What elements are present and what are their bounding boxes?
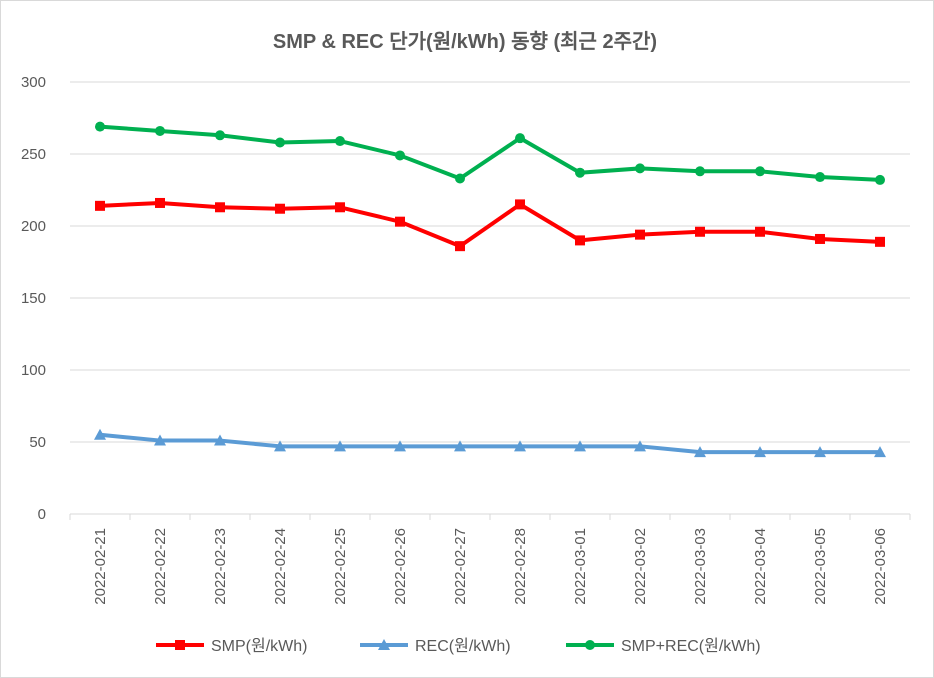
data-point <box>634 440 646 452</box>
data-point <box>754 446 766 458</box>
legend-item: SMP(원/kWh) <box>156 637 308 655</box>
y-tick-label: 150 <box>21 290 46 307</box>
data-point <box>575 235 585 246</box>
data-point <box>155 125 165 136</box>
y-tick-label: 100 <box>21 362 46 379</box>
x-tick-label: 2022-03-01 <box>572 528 589 605</box>
data-point <box>875 174 885 185</box>
legend-marker <box>585 640 595 650</box>
x-tick-label: 2022-02-27 <box>452 528 469 605</box>
legend-item: REC(원/kWh) <box>360 637 511 655</box>
data-point <box>514 440 526 452</box>
x-tick-label: 2022-02-24 <box>272 528 289 605</box>
data-point <box>95 121 105 132</box>
y-tick-label: 200 <box>21 218 46 235</box>
data-point <box>395 150 405 161</box>
data-point <box>815 172 825 183</box>
data-point <box>215 202 225 213</box>
x-tick-label: 2022-03-02 <box>632 528 649 605</box>
x-tick-label: 2022-03-04 <box>752 528 769 605</box>
data-point <box>695 226 705 237</box>
data-point <box>454 440 466 452</box>
x-tick-label: 2022-02-28 <box>512 528 529 605</box>
x-tick-label: 2022-02-25 <box>332 528 349 605</box>
data-point <box>694 446 706 458</box>
data-point <box>874 446 886 458</box>
series-2 <box>95 121 885 185</box>
series-line <box>98 124 882 182</box>
series-line <box>98 200 882 249</box>
data-point <box>455 241 465 252</box>
data-point <box>395 216 405 227</box>
data-point <box>814 446 826 458</box>
y-axis: 0 50 100 150 200 250 300 <box>21 74 46 523</box>
data-point <box>95 200 105 211</box>
y-tick-label: 250 <box>21 146 46 163</box>
data-point <box>455 173 465 184</box>
data-point <box>755 166 765 177</box>
y-tick-label: 50 <box>29 434 46 451</box>
x-tick-label: 2022-02-21 <box>92 528 109 605</box>
data-point <box>275 137 285 148</box>
series-1 <box>94 428 886 458</box>
data-point <box>755 226 765 237</box>
x-tick-label: 2022-02-26 <box>392 528 409 605</box>
data-point <box>635 163 645 174</box>
data-point <box>635 229 645 240</box>
data-point <box>154 434 166 446</box>
data-point <box>335 202 345 213</box>
data-point <box>575 167 585 178</box>
y-tick-label: 0 <box>38 506 46 523</box>
chart-title: SMP & REC 단가(원/kWh) 동향 (최근 2주간) <box>273 30 657 53</box>
data-point <box>335 136 345 147</box>
series-0 <box>95 197 885 252</box>
y-tick-label: 300 <box>21 74 46 91</box>
data-point <box>334 440 346 452</box>
data-point <box>815 233 825 244</box>
x-axis: 2022-02-21 2022-02-22 2022-02-23 2022-02-24… <box>69 513 911 605</box>
x-tick-label: 2022-03-03 <box>692 528 709 605</box>
gridlines <box>70 81 910 515</box>
legend-label: SMP(원/kWh) <box>211 637 308 655</box>
data-point <box>574 440 586 452</box>
data-point <box>875 236 885 247</box>
data-point <box>214 434 226 446</box>
legend: SMP(원/kWh) REC(원/kWh) SMP+REC(원/kWh) <box>156 637 761 655</box>
x-tick-label: 2022-02-22 <box>152 528 169 605</box>
x-tick-label: 2022-02-23 <box>212 528 229 605</box>
x-tick-label: 2022-03-05 <box>812 528 829 605</box>
series-line <box>98 432 882 455</box>
data-point <box>275 203 285 214</box>
data-point <box>94 428 106 440</box>
legend-item: SMP+REC(원/kWh) <box>566 637 761 655</box>
legend-marker <box>378 639 390 650</box>
data-point <box>274 440 286 452</box>
x-tick-label: 2022-03-06 <box>872 528 889 605</box>
legend-label: SMP+REC(원/kWh) <box>621 637 761 655</box>
data-point <box>394 440 406 452</box>
data-point <box>695 166 705 177</box>
data-point <box>515 133 525 144</box>
legend-label: REC(원/kWh) <box>415 637 511 655</box>
data-point <box>215 130 225 141</box>
plot-area <box>94 121 886 458</box>
data-point <box>155 197 165 208</box>
legend-marker <box>175 640 185 650</box>
data-point <box>515 199 525 210</box>
